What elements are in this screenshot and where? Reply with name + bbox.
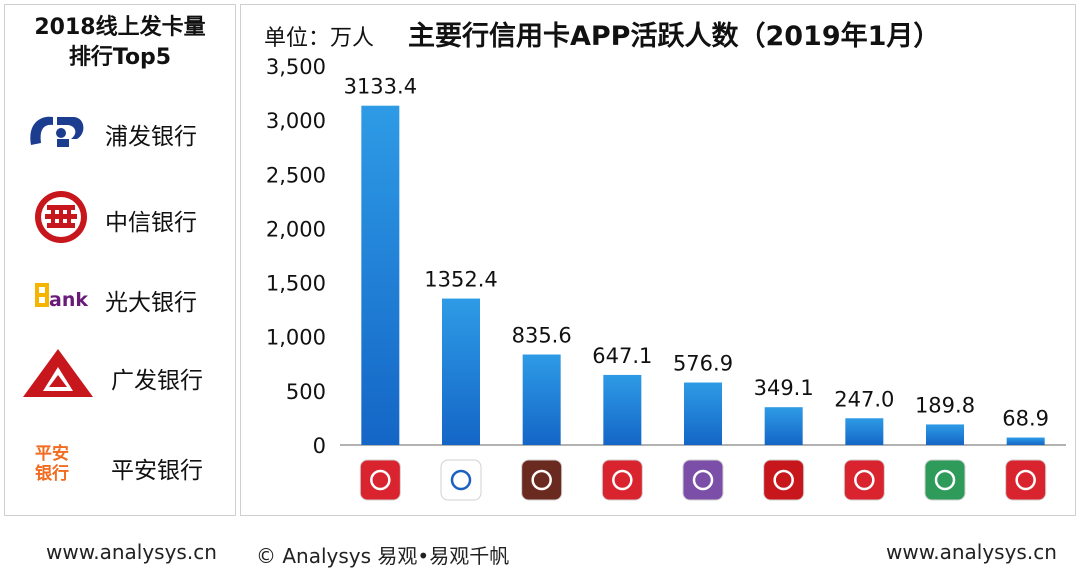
app-icon-9-icon [1005, 459, 1047, 501]
top5-panel: 2018线上发卡量 排行Top5 浦发银行 中信银行 ank [4, 4, 236, 516]
app-icon-glyph [450, 469, 472, 491]
app-icon-1-icon [359, 459, 401, 501]
y-tick-label: 2,000 [266, 217, 326, 241]
footer-url-left[interactable]: www.analysys.cn [46, 540, 217, 564]
bank-name: 光大银行 [105, 290, 197, 316]
y-axis-ticks: 0 500 1,000 1,500 2,000 2,500 3,000 3,500 [266, 55, 326, 458]
bank-row-citic: 中信银行 [5, 189, 235, 249]
bank-row-ceb: ank 光大银行 [5, 269, 235, 329]
ceb-logo-icon: ank [35, 283, 88, 311]
app-icon-glyph [934, 469, 956, 491]
bank-name: 浦发银行 [105, 124, 197, 150]
y-tick-label: 3,000 [266, 109, 326, 133]
chart-title: 主要行信用卡APP活跃人数（2019年1月） [408, 21, 941, 52]
bar [1006, 437, 1045, 445]
app-icon-8-icon [924, 459, 966, 501]
app-icon-glyph [854, 469, 875, 491]
bar [361, 105, 400, 445]
bar [684, 382, 722, 445]
app-icon-5-icon [682, 459, 724, 501]
svg-text:平安: 平安 [35, 443, 69, 464]
app-icon-4-icon [601, 459, 643, 501]
app-icon-glyph [1015, 469, 1036, 491]
footer-copyright: © Analysys 易观•易观千帆 [256, 544, 510, 568]
svg-text:银行: 银行 [35, 463, 69, 484]
y-tick-label: 3,500 [266, 55, 326, 79]
app-icon-6-icon [763, 459, 805, 501]
bar-value-label: 647.1 [592, 344, 652, 368]
bar-value-label: 1352.4 [424, 268, 497, 292]
bar-value-label: 247.0 [834, 387, 894, 411]
bars [361, 105, 1045, 445]
bank-name: 广发银行 [111, 368, 203, 394]
bar-value-label: 576.9 [673, 352, 733, 376]
bar-value-label: 3133.4 [344, 75, 417, 99]
app-icon-3-icon [521, 459, 563, 501]
top5-title-line1: 2018线上发卡量 [34, 15, 206, 40]
category-icons [359, 459, 1047, 501]
unit-label: 单位：万人 [264, 26, 375, 51]
pingan-logo-icon: 平安 银行 [35, 443, 69, 484]
cgb-logo-icon [23, 349, 93, 397]
app-icon-glyph [612, 469, 633, 491]
spdb-logo-icon [30, 116, 84, 147]
bank-name: 平安银行 [111, 458, 203, 484]
bar-value-label: 189.8 [915, 393, 975, 417]
bar-value-label: 349.1 [754, 376, 814, 400]
app-icon-glyph [773, 469, 794, 491]
bar [764, 407, 803, 445]
bar [603, 374, 642, 445]
top5-title-line2: 排行Top5 [68, 45, 172, 70]
bar [926, 424, 964, 445]
data-labels: 3133.4 1352.4 835.6 647.1 576.9 349.1 247.0 189… [344, 75, 1049, 431]
bank-row-cgb: 广发银行 [5, 347, 235, 407]
bar [522, 354, 561, 445]
top5-title: 2018线上发卡量 排行Top5 [5, 13, 235, 73]
svg-text:ank: ank [49, 289, 88, 311]
y-tick-label: 1,500 [266, 272, 326, 296]
footer-url-right[interactable]: www.analysys.cn [886, 540, 1057, 564]
app-icon-glyph [370, 469, 391, 491]
y-tick-label: 500 [286, 380, 326, 404]
app-icon-glyph [692, 469, 714, 491]
y-tick-label: 2,500 [266, 163, 326, 187]
bank-row-spdb: 浦发银行 [5, 103, 235, 163]
bar [845, 418, 884, 445]
bar [442, 298, 480, 445]
bar-value-label: 68.9 [1002, 407, 1049, 431]
app-icon-glyph [531, 469, 552, 491]
y-tick-label: 0 [313, 434, 326, 458]
app-icon-7-icon [843, 459, 885, 501]
bank-name: 中信银行 [105, 210, 197, 236]
app-icon-2-icon [440, 459, 482, 501]
citic-logo-icon [35, 191, 87, 243]
bank-row-pingan: 平安 银行 平安银行 [5, 437, 235, 497]
y-tick-label: 1,000 [266, 326, 326, 350]
bar-value-label: 835.6 [512, 324, 572, 348]
